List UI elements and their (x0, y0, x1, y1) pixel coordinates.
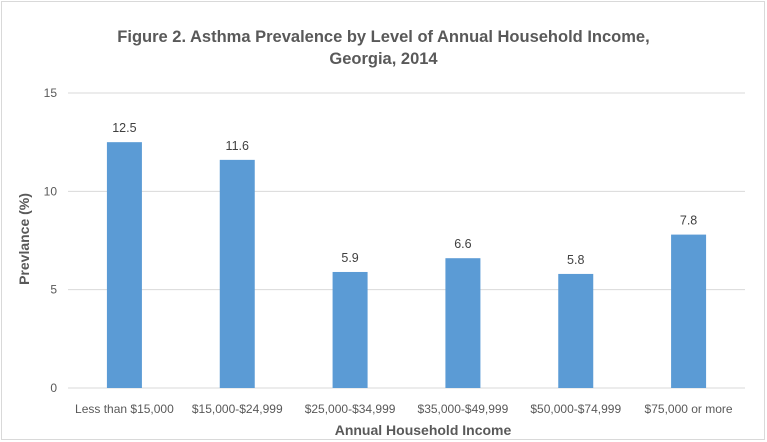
data-label: 5.9 (341, 251, 358, 265)
data-label: 7.8 (680, 214, 697, 228)
y-tick-label: 5 (50, 283, 57, 297)
y-tick-label: 15 (44, 86, 58, 100)
data-label: 6.6 (454, 237, 471, 251)
x-tick-label: $50,000-$74,999 (530, 402, 621, 416)
bar (106, 142, 142, 388)
chart-title: Figure 2. Asthma Prevalence by Level of … (117, 28, 650, 68)
data-label: 11.6 (226, 139, 249, 153)
x-tick-label: $15,000-$24,999 (192, 402, 283, 416)
x-tick-label: Less than $15,000 (75, 402, 174, 416)
bar (558, 273, 594, 388)
bar (332, 271, 368, 388)
y-tick-label: 10 (44, 184, 58, 198)
bar (219, 159, 255, 388)
x-tick-label: $35,000-$49,999 (418, 402, 509, 416)
x-tick-label: $25,000-$34,999 (305, 402, 396, 416)
x-axis-label: Annual Household Income (334, 422, 512, 438)
data-label: 12.5 (112, 121, 136, 135)
y-tick-label: 0 (50, 381, 57, 395)
data-label: 5.8 (567, 253, 584, 267)
bar (445, 258, 481, 388)
x-tick-label: $75,000 or more (645, 402, 733, 416)
bar (671, 234, 707, 388)
